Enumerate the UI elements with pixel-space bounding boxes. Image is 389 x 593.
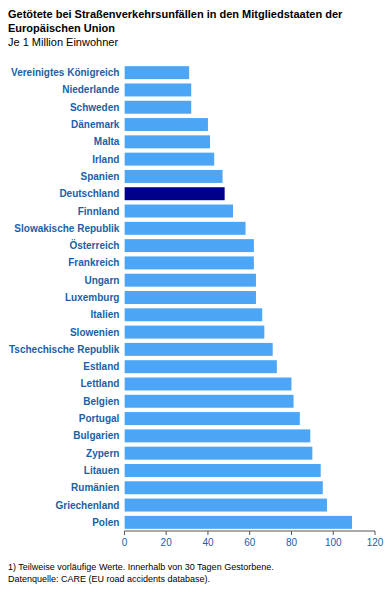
x-tick [333,531,334,535]
bar [124,308,262,321]
bar [124,326,264,339]
category-label: Slowenien [70,327,119,338]
category-label: Ungarn [84,275,119,286]
x-tick-label: 80 [286,537,298,548]
bar [124,153,214,166]
x-tick [207,531,208,535]
bar [124,66,189,79]
category-label: Belgien [83,396,119,407]
bar [124,481,322,494]
category-label: Malta [94,136,120,147]
bar [124,83,191,96]
x-tick-label: 20 [161,537,173,548]
x-tick [249,531,250,535]
category-label: Österreich [69,239,119,251]
category-label: Finnland [78,206,120,217]
bar [124,516,352,529]
category-label: Slowakische Republik [14,223,119,234]
background [0,0,389,593]
bars [124,66,352,529]
category-label: Niederlande [62,84,120,95]
x-tick-label: 0 [122,537,128,548]
category-label: Spanien [81,171,120,182]
bar [124,256,253,269]
bar [124,343,272,356]
x-tick [375,531,376,535]
category-label: Lettland [81,378,120,389]
category-label: Bulgarien [73,430,119,441]
bar [124,118,208,131]
bar [124,377,291,390]
category-label: Griechenland [56,500,120,511]
x-axis: 0 20 40 60 80 100 120 [122,531,384,548]
bar [124,360,276,373]
footnote: Datenquelle: CARE (EU road accidents dat… [8,574,210,584]
bar [124,239,253,252]
x-tick-label: 100 [325,537,342,548]
x-tick [291,531,292,535]
title: Getötete bei Straßenverkehrsunfällen in … [8,8,343,34]
category-label: Italien [91,309,120,320]
category-label: Litauen [84,465,120,476]
category-label: Schweden [70,102,119,113]
chart: Getötete bei Straßenverkehrsunfällen in … [0,0,389,593]
category-label: Rumänien [71,482,119,493]
category-label: Zypern [86,448,119,459]
x-tick-label: 120 [367,537,384,548]
subtitle: Je 1 Million Einwohner [8,36,118,48]
footnote: 1) Teilweise vorläufige Werte. Innerhalb… [8,562,274,572]
category-label: Vereinigtes Königreich [11,67,119,78]
bar [124,101,191,114]
bar [124,187,224,200]
category-label: Irland [92,154,119,165]
x-tick-label: 60 [244,537,256,548]
bar [124,274,256,287]
category-label: Frankreich [68,257,119,268]
bar [124,464,320,477]
category-label: Portugal [79,413,120,424]
bar [124,395,293,408]
category-label: Dänemark [71,119,120,130]
bar [124,170,222,183]
bar [124,222,245,235]
bar [124,412,299,425]
x-tick-label: 40 [202,537,214,548]
bar [124,447,312,460]
bar [124,135,210,148]
x-tick [124,531,125,535]
bar [124,205,233,218]
category-label: Polen [92,517,119,528]
footnotes: 1) Teilweise vorläufige Werte. Innerhalb… [8,562,274,584]
bar [124,429,310,442]
x-tick [166,531,167,535]
bar [124,499,327,512]
category-label: Luxemburg [65,292,119,303]
category-label: Tschechische Republik [9,344,120,355]
y-axis-labels: Vereinigtes Königreich Niederlande Schwede… [9,67,120,528]
category-label: Deutschland [59,188,119,199]
bar [124,291,256,304]
category-label: Estland [83,361,119,372]
